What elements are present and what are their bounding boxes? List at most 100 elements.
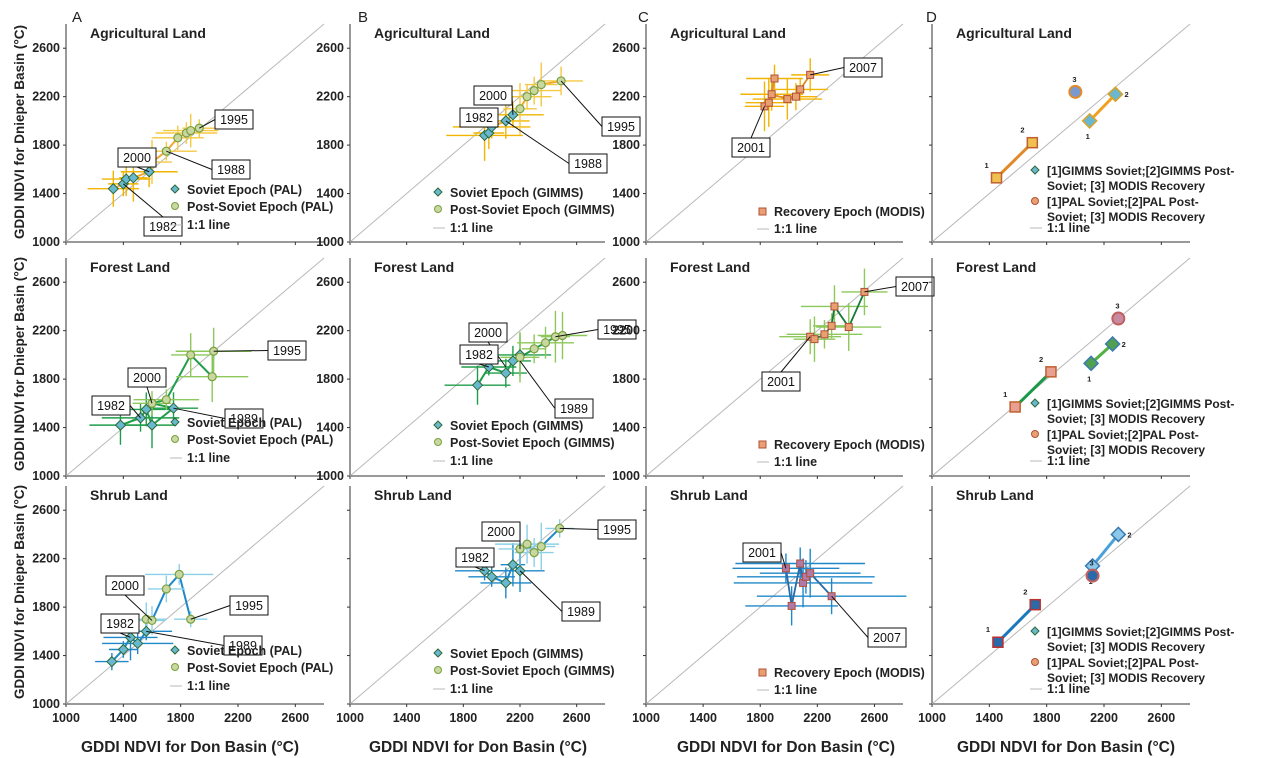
legend-label: Soviet Epoch (PAL) bbox=[187, 416, 302, 430]
y-tick-label: 2200 bbox=[32, 324, 60, 338]
point-post-soviet bbox=[174, 569, 184, 580]
legend-label: [1]PAL Soviet;[2]PAL Post- bbox=[1047, 195, 1199, 209]
annotation-box bbox=[561, 601, 601, 622]
identity-line bbox=[645, 257, 904, 477]
legend-swatch bbox=[1030, 626, 1040, 636]
annotation-box bbox=[481, 521, 521, 542]
y-tick-label: 1400 bbox=[316, 421, 344, 435]
x-tick-label: 2200 bbox=[506, 711, 534, 725]
gimms-epoch-mean bbox=[1104, 335, 1121, 353]
panel-c3: 1000 1400 1800 2200 2600 Shrub Land 2001 2007 Re… bbox=[632, 485, 925, 725]
point-soviet bbox=[485, 571, 498, 583]
legend-label: [1]PAL Soviet;[2]PAL Post- bbox=[1047, 656, 1199, 670]
annotation-label: 1989 bbox=[229, 639, 257, 653]
legend-label: Soviet; [3] MODIS Recovery bbox=[1047, 443, 1205, 457]
x-tick-label: 2600 bbox=[281, 711, 309, 725]
point-recovery bbox=[820, 330, 829, 339]
point-recovery bbox=[830, 302, 839, 311]
y-tick-label: 2600 bbox=[612, 41, 640, 55]
annotation-label: 2001 bbox=[737, 141, 765, 155]
annotation-box bbox=[597, 519, 637, 540]
y-tick-label: 2600 bbox=[32, 503, 60, 517]
annotation-box bbox=[473, 85, 513, 106]
legend-swatch bbox=[171, 202, 179, 210]
legend-swatch bbox=[434, 438, 442, 446]
x-tick-label: 1000 bbox=[336, 711, 364, 725]
y-tick-label: 1000 bbox=[612, 235, 640, 249]
annotation-box bbox=[117, 147, 157, 168]
annotation-label: 1982 bbox=[461, 551, 489, 565]
legend-label: 1:1 line bbox=[187, 451, 230, 465]
annotation-label: 1988 bbox=[217, 163, 245, 177]
annotation-label: 1982 bbox=[106, 617, 134, 631]
x-tick-label: 2600 bbox=[563, 711, 591, 725]
y-tick-label: 1000 bbox=[612, 469, 640, 483]
legend-label: [1]GIMMS Soviet;[2]GIMMS Post- bbox=[1047, 397, 1234, 411]
y-tick-label: 1800 bbox=[32, 600, 60, 614]
legend-label: 1:1 line bbox=[1047, 221, 1090, 235]
annotation-label: 1988 bbox=[574, 157, 602, 171]
legend-label: 1:1 line bbox=[774, 683, 817, 697]
y-tick-label: 1400 bbox=[612, 187, 640, 201]
x-tick-label: 2200 bbox=[224, 711, 252, 725]
point-post-soviet bbox=[515, 352, 525, 362]
annotation-label: 1989 bbox=[230, 412, 258, 426]
annotation-box bbox=[597, 319, 637, 340]
y-tick-label: 1800 bbox=[612, 372, 640, 386]
annotation-leader bbox=[864, 286, 897, 293]
legend-label: Soviet; [3] MODIS Recovery bbox=[1047, 179, 1205, 193]
annotation-label: 1989 bbox=[567, 605, 595, 619]
annotation-label: 1995 bbox=[603, 323, 631, 337]
point-recovery bbox=[806, 569, 815, 578]
annotation-label: 2007 bbox=[873, 631, 901, 645]
sequence-label: 2 bbox=[1023, 588, 1027, 597]
point-soviet bbox=[471, 379, 484, 391]
panel-title: Shrub Land bbox=[956, 487, 1034, 503]
annotation-box bbox=[895, 276, 935, 297]
x-tick-label: 2600 bbox=[1147, 711, 1175, 725]
legend-label: 1:1 line bbox=[774, 222, 817, 236]
y-tick-label: 2200 bbox=[316, 90, 344, 104]
annotation-box bbox=[459, 344, 499, 365]
modis-epoch-mean bbox=[1068, 84, 1083, 99]
annotation-label: 1995 bbox=[607, 120, 635, 134]
point-recovery bbox=[783, 95, 792, 104]
point-post-soviet bbox=[540, 338, 551, 348]
annotation-box bbox=[143, 216, 183, 237]
y-tick-label: 1000 bbox=[316, 235, 344, 249]
panel-title: Forest Land bbox=[90, 259, 170, 275]
legend-label: Recovery Epoch (MODIS) bbox=[774, 666, 925, 680]
point-recovery bbox=[810, 335, 819, 344]
panel-title: Forest Land bbox=[374, 259, 454, 275]
x-tick-label: 1400 bbox=[689, 711, 717, 725]
annotation-label: 2000 bbox=[487, 525, 515, 539]
legend-swatch bbox=[1031, 430, 1039, 438]
panel-title: Shrub Land bbox=[670, 487, 748, 503]
y-tick-label: 2200 bbox=[612, 90, 640, 104]
identity-line bbox=[65, 257, 325, 477]
sequence-label: 2 bbox=[1122, 340, 1126, 349]
panel-title: Agricultural Land bbox=[90, 25, 206, 41]
point-recovery bbox=[796, 85, 805, 94]
gimms-epoch-mean bbox=[1083, 355, 1100, 372]
y-tick-label: 1400 bbox=[32, 187, 60, 201]
legend-label: [1]GIMMS Soviet;[2]GIMMS Post- bbox=[1047, 164, 1234, 178]
x-tick-label: 1400 bbox=[109, 711, 137, 725]
annotation-label: 1982 bbox=[465, 111, 493, 125]
point-post-soviet bbox=[515, 104, 525, 114]
y-tick-label: 2600 bbox=[316, 41, 344, 55]
legend-label: Soviet; [3] MODIS Recovery bbox=[1047, 640, 1205, 654]
legend-label: 1:1 line bbox=[450, 682, 493, 696]
legend-swatch bbox=[170, 184, 180, 194]
legend-label: Soviet; [3] MODIS Recovery bbox=[1047, 412, 1205, 426]
point-recovery bbox=[787, 601, 796, 610]
y-tick-label: 2200 bbox=[316, 324, 344, 338]
identity-line bbox=[349, 485, 606, 705]
annotation-box bbox=[554, 398, 594, 419]
panel-c1: 1000 1400 1800 2200 2600 Agricultural Land 200… bbox=[612, 23, 925, 249]
legend-swatch bbox=[171, 435, 179, 443]
y-tick-label: 1800 bbox=[612, 138, 640, 152]
annotation-leader bbox=[146, 386, 153, 404]
annotation-box bbox=[267, 340, 307, 361]
